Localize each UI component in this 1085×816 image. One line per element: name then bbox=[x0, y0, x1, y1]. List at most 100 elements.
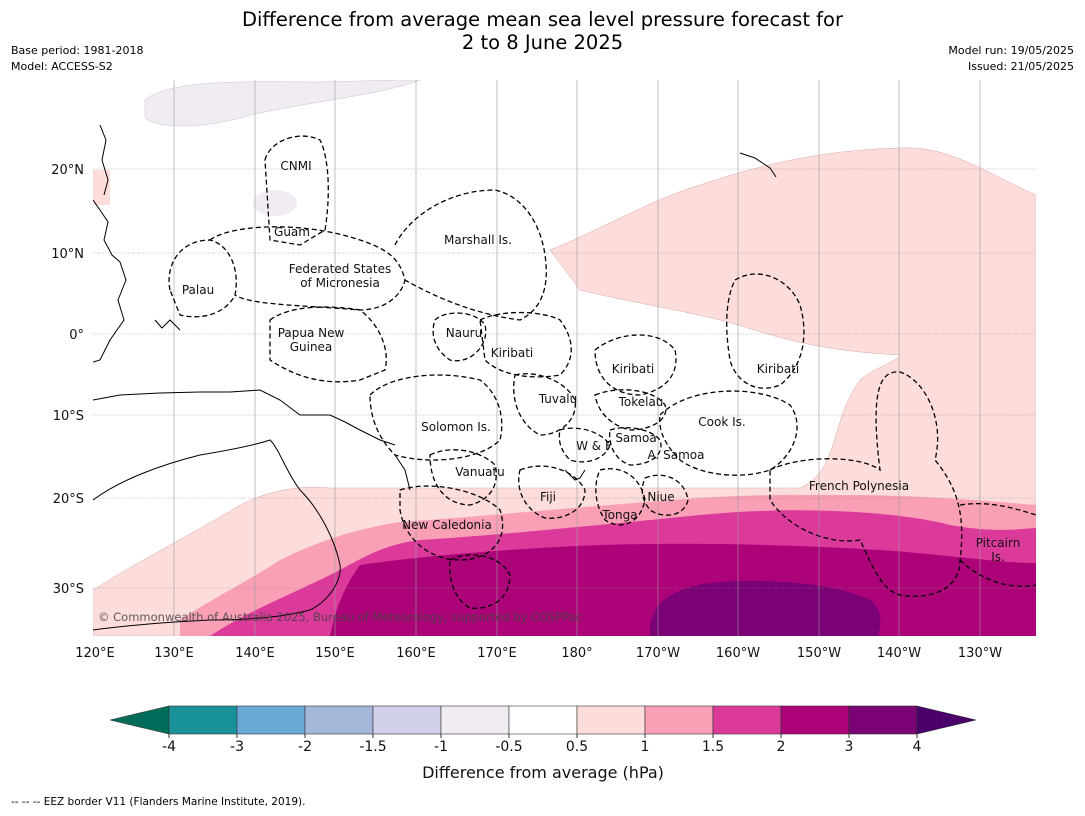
label-solomon: Solomon Is. bbox=[421, 420, 491, 434]
label-tuvalu: Tuvalu bbox=[538, 392, 578, 406]
colorbar-swatch bbox=[848, 705, 918, 735]
eez-tonga bbox=[595, 468, 646, 526]
lat-label: 30°S bbox=[53, 582, 84, 597]
label-cook: Cook Is. bbox=[698, 415, 745, 429]
latitude-axis-labels: 20°N 10°N 0° 10°S 20°S 30°S bbox=[51, 163, 84, 597]
coastlines bbox=[93, 124, 777, 631]
label-vanuatu: Vanuatu bbox=[455, 465, 505, 479]
anomaly-region-3 bbox=[650, 580, 881, 636]
colorbar-swatch bbox=[236, 705, 306, 735]
label-kiribati-east: Kiribati bbox=[757, 362, 799, 376]
lon-label: 150°W bbox=[797, 646, 841, 661]
colorbar-swatch bbox=[304, 705, 374, 735]
eez-pitcairn bbox=[959, 503, 1036, 587]
eez-borders bbox=[168, 135, 1036, 609]
colorbar-tick-label: -1 bbox=[434, 739, 448, 755]
anomaly-region-neg05 bbox=[144, 80, 421, 127]
label-niue: Niue bbox=[647, 490, 674, 504]
lon-label: 170°W bbox=[636, 646, 680, 661]
label-new-caledonia: New Caledonia bbox=[402, 518, 492, 532]
colorbar-swatch bbox=[576, 705, 646, 735]
hawaii-coast bbox=[739, 152, 777, 178]
indonesia-coast bbox=[154, 319, 181, 331]
fiji-coast bbox=[564, 469, 586, 481]
label-cnmi: CNMI bbox=[280, 159, 311, 173]
label-nauru: Nauru bbox=[446, 326, 482, 340]
eez-palau bbox=[168, 239, 237, 318]
lat-label: 20°S bbox=[53, 492, 84, 507]
lon-label: 170°E bbox=[477, 646, 517, 661]
eez-niue bbox=[641, 474, 689, 516]
eez-fsm bbox=[209, 226, 406, 311]
meta-right: Model run: 19/05/2025 Issued: 21/05/2025 bbox=[948, 43, 1074, 75]
colorbar-tick-label: 4 bbox=[913, 739, 922, 755]
label-tokelau: Tokelau bbox=[618, 395, 664, 409]
colorbar: -4 -3 -2 -1.5 -1 -0.5 0.5 1 1.5 2 3 4 Difference fr… bbox=[109, 705, 977, 782]
map-area: CNMI Guam Marshall Is. Palau Federated S… bbox=[93, 80, 1036, 636]
label-pitcairn-line2: Is. bbox=[991, 550, 1005, 564]
lat-label: 10°N bbox=[51, 247, 84, 262]
label-french-polynesia: French Polynesia bbox=[809, 479, 909, 493]
lat-label: 10°S bbox=[53, 409, 84, 424]
lon-label: 180° bbox=[561, 646, 592, 661]
new-caledonia-coast bbox=[394, 454, 411, 491]
region-labels: CNMI Guam Marshall Is. Palau Federated S… bbox=[182, 159, 1020, 564]
colorbar-tick-label: 2 bbox=[777, 739, 786, 755]
colorbar-tick-label: -0.5 bbox=[495, 739, 522, 755]
lon-label: 160°E bbox=[396, 646, 436, 661]
lon-label: 140°E bbox=[235, 646, 275, 661]
lat-label: 0° bbox=[69, 328, 84, 343]
eez-kiribati-east bbox=[726, 273, 805, 389]
copyright-notice: © Commonwealth of Australia 2025, Bureau… bbox=[98, 610, 582, 624]
lon-label: 160°W bbox=[716, 646, 760, 661]
colorbar-swatch bbox=[508, 705, 578, 735]
eez-kiribati-west bbox=[479, 311, 572, 378]
label-pitcairn-line1: Pitcairn bbox=[976, 536, 1021, 550]
colorbar-swatches bbox=[168, 705, 918, 735]
colorbar-tick-label: 1 bbox=[641, 739, 650, 755]
label-american-samoa: A. Samoa bbox=[648, 448, 705, 462]
anomaly-region-05-west bbox=[93, 170, 110, 205]
label-png-line1: Papua New bbox=[278, 326, 345, 340]
colorbar-tick-label: 1.5 bbox=[702, 739, 724, 755]
lon-label: 150°E bbox=[315, 646, 355, 661]
eez-png bbox=[269, 306, 387, 383]
longitude-axis-labels: 120°E 130°E 140°E 150°E 160°E 170°E 180°… bbox=[75, 646, 1002, 661]
label-png-line2: Guinea bbox=[290, 340, 333, 354]
colorbar-tick-label: -3 bbox=[230, 739, 244, 755]
title-line-2: 2 to 8 June 2025 bbox=[461, 31, 624, 54]
eez-kiribati-central bbox=[594, 334, 677, 396]
label-guam: Guam bbox=[274, 225, 310, 239]
lon-label: 120°E bbox=[75, 646, 115, 661]
label-fsm-line1: Federated States bbox=[289, 262, 391, 276]
colorbar-extend-high bbox=[916, 705, 977, 735]
latitude-gridlines bbox=[93, 168, 1036, 589]
taiwan-coast bbox=[99, 124, 109, 196]
eez-wallis-futuna bbox=[558, 427, 611, 463]
label-fiji: Fiji bbox=[540, 490, 556, 504]
colorbar-swatch bbox=[644, 705, 714, 735]
eez-footnote: -- -- -- EEZ border V11 (Flanders Marine… bbox=[11, 796, 306, 808]
eez-tuvalu bbox=[513, 373, 576, 436]
colorbar-swatch bbox=[372, 705, 442, 735]
eez-solomon bbox=[369, 374, 503, 461]
eez-cook bbox=[659, 390, 798, 476]
colorbar-swatch bbox=[712, 705, 782, 735]
eez-nauru bbox=[432, 312, 487, 362]
eez-vanuatu bbox=[429, 449, 497, 506]
philippines-coast bbox=[93, 199, 127, 363]
label-kiribati-central: Kiribati bbox=[612, 362, 654, 376]
eez-french-polynesia bbox=[769, 371, 963, 597]
title-line-1: Difference from average mean sea level p… bbox=[242, 8, 843, 31]
model-run: Model run: 19/05/2025 bbox=[948, 44, 1074, 57]
label-wallis-futuna: W & F bbox=[576, 439, 612, 453]
colorbar-tick-label: -4 bbox=[162, 739, 176, 755]
base-period: Base period: 1981-2018 bbox=[11, 44, 144, 57]
lon-label: 140°W bbox=[877, 646, 921, 661]
colorbar-tick-label: 3 bbox=[845, 739, 854, 755]
colorbar-tick-label: -2 bbox=[298, 739, 312, 755]
label-samoa: Samoa bbox=[615, 431, 656, 445]
lon-label: 130°E bbox=[154, 646, 194, 661]
australia-coast bbox=[93, 439, 341, 631]
